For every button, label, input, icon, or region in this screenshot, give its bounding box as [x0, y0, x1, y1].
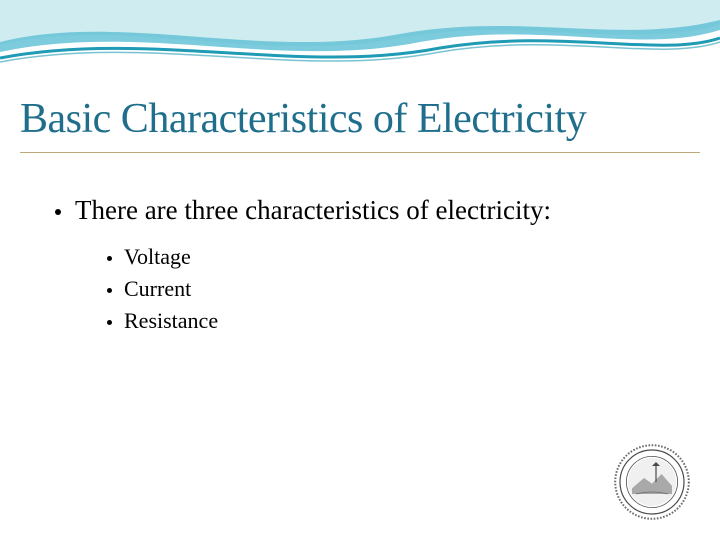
bullet-dot-icon	[107, 256, 112, 261]
wave-decoration	[0, 0, 720, 100]
sub-bullet-item: Current	[107, 276, 680, 302]
sub-bullet-item: Voltage	[107, 244, 680, 270]
sub-bullet-item: Resistance	[107, 308, 680, 334]
title-underline	[20, 152, 700, 153]
sub-bullets-list: Voltage Current Resistance	[107, 244, 680, 334]
sub-bullet-text: Resistance	[124, 308, 218, 334]
slide-title: Basic Characteristics of Electricity	[20, 95, 700, 143]
main-bullet-text: There are three characteristics of elect…	[75, 195, 551, 226]
bullet-dot-icon	[107, 320, 112, 325]
seal-logo-icon	[612, 442, 692, 522]
sub-bullet-text: Voltage	[124, 244, 191, 270]
bullet-dot-icon	[107, 288, 112, 293]
bullet-dot-icon	[55, 209, 61, 215]
slide-content: There are three characteristics of elect…	[55, 195, 680, 340]
slide-container: Basic Characteristics of Electricity The…	[0, 0, 720, 540]
main-bullet: There are three characteristics of elect…	[55, 195, 680, 226]
sub-bullet-text: Current	[124, 276, 191, 302]
